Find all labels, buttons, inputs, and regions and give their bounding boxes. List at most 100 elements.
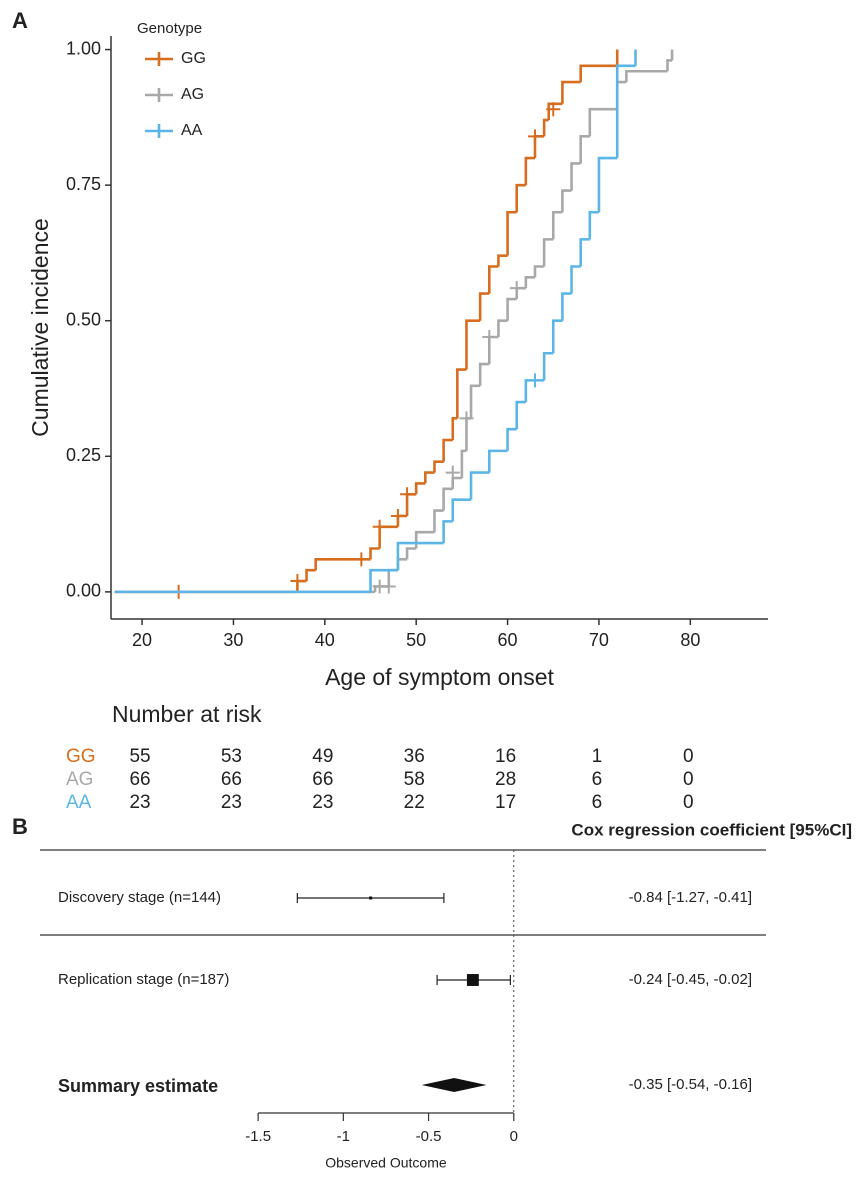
x-tick-label: -0.5 — [416, 1128, 442, 1145]
risk-row-name: AG — [66, 769, 93, 790]
step-segment — [533, 265, 545, 278]
risk-value: 0 — [683, 769, 694, 790]
risk-value: 23 — [312, 792, 333, 813]
step-segment — [570, 265, 581, 294]
step-segment — [488, 335, 499, 365]
step-segment — [666, 59, 673, 72]
step-segment — [442, 438, 453, 462]
step-segment — [369, 568, 398, 592]
panel-label: B — [12, 814, 28, 839]
censor-mark — [509, 281, 524, 296]
risk-value: 0 — [683, 792, 694, 813]
step-segment — [433, 509, 444, 533]
summary-diamond — [421, 1078, 487, 1092]
step-segment — [296, 579, 307, 592]
step-segment — [442, 520, 453, 544]
ci-label: -0.24 [-0.45, -0.02] — [629, 971, 752, 988]
legend-label: AA — [181, 122, 203, 139]
risk-row-name: AA — [66, 792, 92, 813]
study-label: Replication stage (n=187) — [58, 971, 229, 988]
risk-value: 58 — [404, 769, 425, 790]
step-segment — [579, 238, 590, 267]
step-segment — [305, 568, 316, 582]
risk-value: 55 — [129, 746, 150, 767]
step-segment — [506, 427, 517, 451]
censor-mark — [290, 574, 305, 589]
step-segment — [515, 400, 526, 430]
step-segment — [451, 498, 472, 522]
x-tick-label: 70 — [589, 630, 609, 650]
y-axis-title: Cumulative incidence — [27, 218, 53, 437]
step-segment — [369, 547, 380, 560]
step-segment — [456, 368, 467, 419]
step-segment — [579, 135, 590, 164]
censor-mark — [400, 487, 415, 502]
step-segment — [561, 189, 572, 213]
step-segment — [314, 558, 371, 571]
censor-mark — [527, 373, 542, 388]
step-segment — [469, 384, 481, 419]
step-segment — [515, 286, 526, 300]
risk-value: 66 — [312, 769, 333, 790]
censor-mark — [482, 329, 497, 344]
y-tick-label: 0.50 — [66, 309, 101, 329]
panel-label: A — [12, 8, 28, 33]
legend-swatch — [145, 88, 173, 102]
study-label: Discovery stage (n=144) — [58, 889, 221, 906]
step-segment — [405, 547, 417, 560]
risk-table-title: Number at risk — [112, 701, 262, 727]
risk-value: 6 — [592, 792, 603, 813]
risk-value: 16 — [495, 746, 516, 767]
x-tick-label: 30 — [223, 630, 243, 650]
step-segment — [588, 107, 618, 137]
risk-value: 22 — [404, 792, 425, 813]
step-segment — [542, 351, 554, 381]
risk-value: 66 — [221, 769, 242, 790]
step-segment — [506, 210, 517, 256]
censor-mark — [459, 411, 474, 426]
x-tick-label: 80 — [680, 630, 700, 650]
ci-label: -0.84 [-1.27, -0.41] — [629, 889, 752, 906]
step-segment — [551, 319, 563, 354]
risk-value: 53 — [221, 746, 242, 767]
summary-label: Summary estimate — [58, 1076, 218, 1096]
risk-value: 23 — [129, 792, 150, 813]
x-axis-title: Observed Outcome — [325, 1155, 447, 1171]
step-segment — [588, 210, 599, 240]
step-segment — [497, 319, 508, 337]
legend-swatch — [145, 52, 173, 66]
step-segment — [615, 80, 627, 110]
censor-mark — [372, 519, 387, 534]
x-axis-title: Age of symptom onset — [325, 664, 554, 690]
step-segment — [396, 558, 408, 571]
risk-value: 28 — [495, 769, 516, 790]
step-segment — [414, 530, 435, 549]
risk-value: 49 — [312, 746, 333, 767]
step-segment — [506, 297, 517, 321]
step-segment — [405, 492, 417, 516]
y-tick-label: 1.00 — [66, 38, 101, 58]
x-tick-label: 60 — [498, 630, 518, 650]
risk-value: 23 — [221, 792, 242, 813]
risk-value: 0 — [683, 746, 694, 767]
risk-value: 1 — [592, 746, 603, 767]
summary-ci-label: -0.35 [-0.54, -0.16] — [629, 1076, 752, 1093]
risk-value: 66 — [129, 769, 150, 790]
step-segment — [465, 319, 481, 370]
step-segment — [424, 471, 435, 484]
step-segment — [396, 541, 444, 571]
risk-value: 36 — [404, 746, 425, 767]
risk-value: 17 — [495, 792, 516, 813]
step-segment — [561, 80, 581, 104]
risk-row-name: GG — [66, 746, 96, 767]
step-segment — [497, 254, 508, 267]
step-segment — [542, 118, 549, 137]
step-segment — [433, 460, 444, 473]
step-segment — [524, 276, 535, 289]
legend-label: AG — [181, 86, 204, 103]
x-tick-label: 0 — [510, 1128, 518, 1145]
step-segment — [615, 64, 636, 159]
step-segment — [414, 482, 426, 495]
censor-mark — [527, 129, 542, 144]
legend-label: GG — [181, 50, 206, 67]
